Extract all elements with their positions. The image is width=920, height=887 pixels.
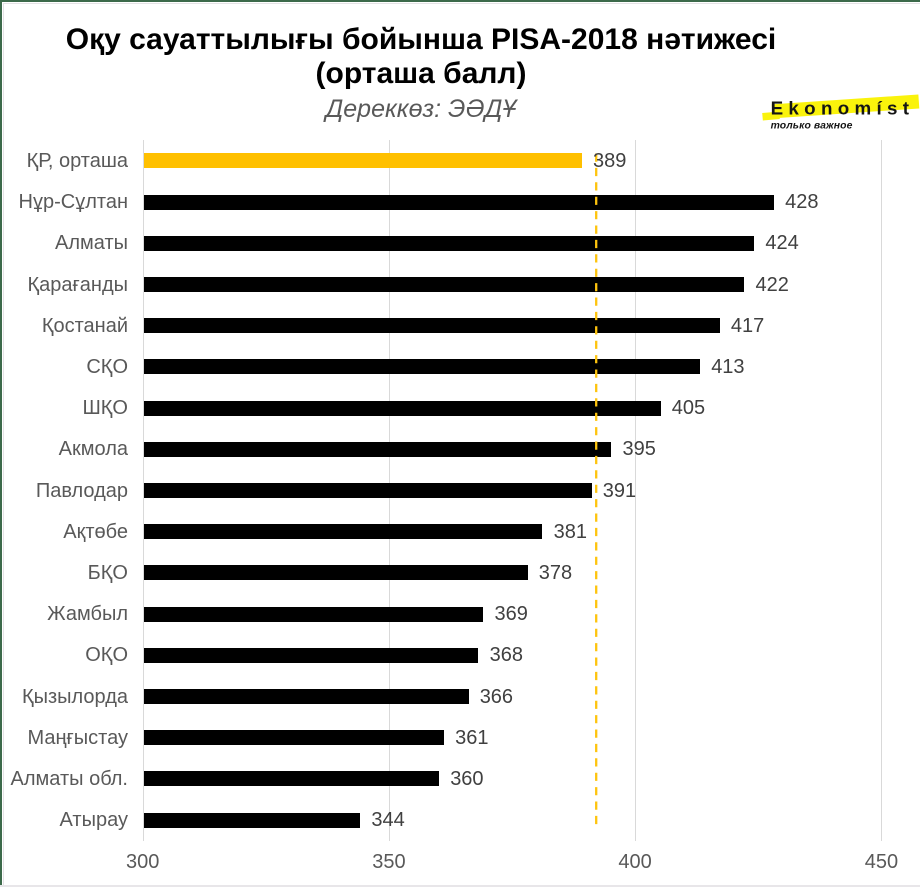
svg-text:Ekonomíst: Ekonomíst (771, 98, 915, 119)
svg-text:только важное: только важное (771, 120, 853, 131)
